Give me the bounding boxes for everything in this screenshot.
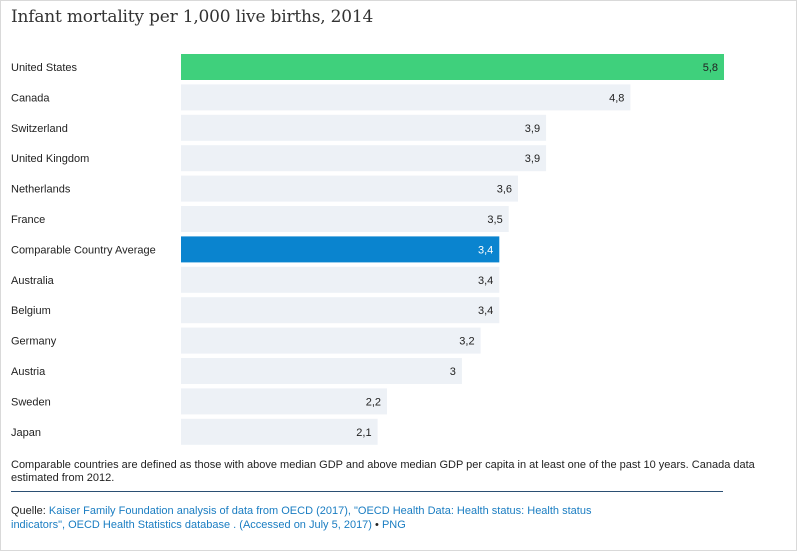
category-label: Australia [11,275,55,287]
bar[interactable] [181,236,500,263]
category-label: Belgium [11,305,51,317]
value-label: 3,4 [478,244,493,256]
value-label: 3,5 [487,214,502,226]
bar[interactable] [181,266,500,293]
category-label: Japan [11,427,41,439]
value-label: 3,9 [525,123,540,135]
value-label: 3 [450,366,456,378]
value-label: 2,2 [366,396,381,408]
bar[interactable] [181,145,547,172]
bar[interactable] [181,388,387,415]
value-label: 3,6 [497,184,512,196]
category-label: United States [11,62,78,74]
source-separator: • [371,519,382,531]
category-label: Comparable Country Average [11,244,156,256]
value-label: 3,9 [525,153,540,165]
category-label: Sweden [11,396,51,408]
bar[interactable] [181,297,500,324]
bar[interactable] [181,358,462,384]
source-note: Quelle: Kaiser Family Foundation analysi… [11,504,631,532]
footnote: Comparable countries are defined as thos… [11,459,755,484]
bar[interactable] [181,54,724,80]
category-label: Canada [11,92,50,104]
value-label: 3,2 [459,336,474,348]
value-label: 4,8 [609,92,624,104]
category-label: Netherlands [11,184,71,196]
category-label: France [11,214,45,226]
bar[interactable] [181,418,378,445]
value-label: 2,1 [356,427,371,439]
category-label: Austria [11,366,46,378]
category-label: Switzerland [11,123,68,135]
value-label: 3,4 [478,275,493,287]
bar[interactable] [181,114,547,141]
bar[interactable] [181,84,631,111]
source-link[interactable]: Kaiser Family Foundation analysis of dat… [11,505,592,531]
bar[interactable] [181,175,518,202]
category-label: United Kingdom [11,153,89,165]
bar[interactable] [181,206,509,232]
value-label: 3,4 [478,305,493,317]
bar-chart: United States 5,8 Canada 4,8 Switzerland 3,9 U… [11,54,724,445]
divider [11,491,723,492]
bar[interactable] [181,327,481,354]
category-label: Germany [11,336,57,348]
chart-title: Infant mortality per 1,000 live births, … [11,7,374,27]
png-download-link[interactable]: PNG [381,519,406,531]
source-prefix: Quelle: [11,505,49,517]
value-label: 5,8 [703,62,718,74]
